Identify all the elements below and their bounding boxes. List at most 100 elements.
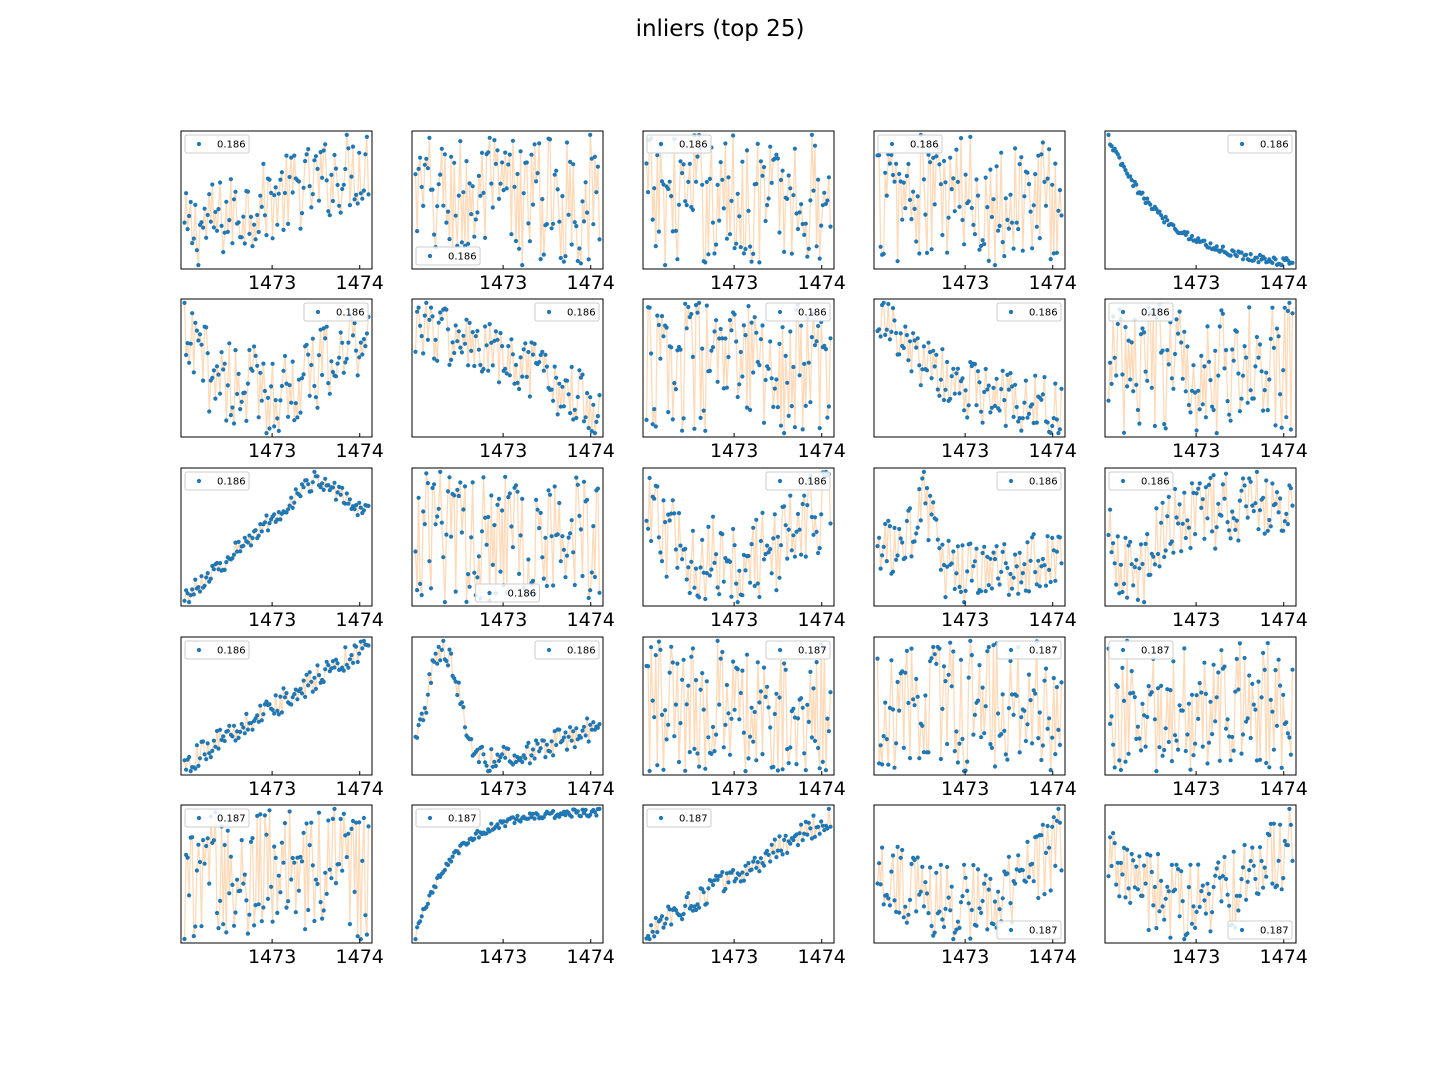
data-point <box>349 826 354 832</box>
data-point <box>335 661 340 666</box>
data-point <box>901 180 906 185</box>
data-point <box>971 222 976 227</box>
data-point <box>484 542 489 547</box>
data-point <box>207 751 212 756</box>
data-point <box>766 366 771 371</box>
data-point <box>1205 881 1210 886</box>
data-point <box>1047 716 1052 721</box>
data-point <box>650 422 655 427</box>
data-point <box>264 832 269 837</box>
data-point <box>1017 162 1022 167</box>
data-point <box>445 862 451 868</box>
data-point <box>366 643 371 648</box>
data-point <box>265 896 271 902</box>
data-point <box>994 164 999 169</box>
data-point <box>1042 563 1047 568</box>
data-point <box>992 899 998 904</box>
data-point <box>1219 648 1224 653</box>
data-point <box>712 749 717 754</box>
data-point <box>700 671 705 676</box>
data-point <box>530 578 536 584</box>
data-point <box>791 364 796 370</box>
data-point <box>1017 750 1022 755</box>
data-point <box>909 369 914 374</box>
data-point <box>886 301 891 307</box>
legend-box <box>534 640 600 660</box>
data-point <box>1197 904 1202 910</box>
data-point <box>792 146 798 151</box>
data-point <box>786 173 791 178</box>
data-point <box>814 660 819 665</box>
data-point <box>526 740 531 746</box>
data-point <box>1109 550 1114 555</box>
data-point <box>415 588 420 593</box>
x-tick-label: 1474 <box>567 946 615 968</box>
legend: 0.186 <box>877 134 943 154</box>
data-point <box>435 514 440 519</box>
data-point <box>823 768 829 773</box>
data-point <box>1205 761 1210 766</box>
data-point <box>1172 887 1178 892</box>
data-point <box>466 841 471 846</box>
data-point <box>689 311 694 317</box>
x-tick-label: 1474 <box>798 609 846 631</box>
data-point <box>1285 843 1290 848</box>
data-point <box>982 242 987 247</box>
data-point <box>444 532 449 537</box>
data-point <box>564 140 570 145</box>
data-point <box>983 589 988 594</box>
data-point <box>1142 330 1147 335</box>
data-point <box>476 173 481 178</box>
data-point <box>295 697 300 702</box>
x-tick-label: 1473 <box>1172 440 1220 462</box>
legend-box <box>1227 920 1293 940</box>
data-point <box>418 581 423 587</box>
data-point <box>354 503 359 508</box>
data-point <box>1106 132 1111 137</box>
data-point <box>551 753 556 758</box>
data-point <box>1125 847 1130 852</box>
data-point <box>224 199 229 204</box>
data-point <box>464 599 469 605</box>
series-line <box>1107 808 1294 940</box>
data-point <box>313 686 318 692</box>
data-point <box>583 415 588 420</box>
data-point <box>1121 581 1127 587</box>
data-point <box>646 190 651 195</box>
data-point <box>262 813 267 818</box>
x-tick-label: 1474 <box>567 609 615 631</box>
x-tick-label: 1474 <box>336 946 384 968</box>
data-point <box>569 364 574 370</box>
data-point <box>881 300 886 305</box>
data-point <box>751 859 756 864</box>
data-point <box>478 362 483 368</box>
data-point <box>241 543 246 548</box>
data-point <box>333 497 339 502</box>
data-point <box>1191 363 1196 368</box>
data-point <box>458 345 463 350</box>
data-point <box>543 755 548 760</box>
data-point <box>723 556 728 561</box>
legend: 0.186 <box>996 302 1062 322</box>
data-point <box>1219 248 1224 253</box>
data-point <box>595 414 601 419</box>
data-point <box>329 172 334 177</box>
data-point <box>472 363 477 369</box>
data-point <box>188 199 193 205</box>
data-point <box>828 224 833 229</box>
data-point <box>684 895 689 900</box>
data-point <box>592 154 598 159</box>
data-point <box>884 559 889 564</box>
data-point <box>509 232 514 237</box>
data-point <box>808 669 813 675</box>
data-point <box>1191 753 1196 758</box>
data-point <box>205 836 210 841</box>
data-point <box>718 873 723 878</box>
data-point <box>1256 891 1261 897</box>
data-point <box>320 175 325 180</box>
data-point <box>886 896 891 901</box>
data-point <box>909 554 914 559</box>
data-point <box>321 148 326 153</box>
data-point <box>1053 381 1058 386</box>
